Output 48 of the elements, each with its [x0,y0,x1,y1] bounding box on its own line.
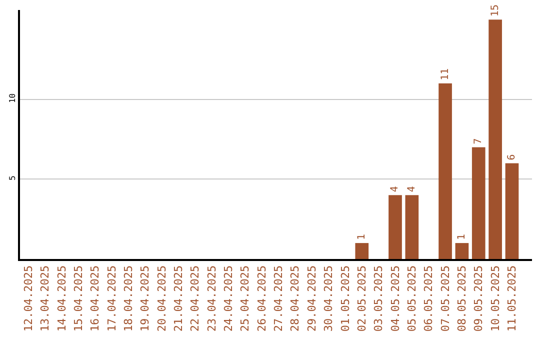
x-tick-label: 11.05.2025 [506,265,519,332]
x-tick-label: 09.05.2025 [472,265,486,332]
data-label: 6 [506,154,518,160]
x-tick-label: 18.04.2025 [122,265,135,332]
bar [355,243,369,259]
x-tick-label: 24.04.2025 [222,265,236,332]
data-label: 11 [440,68,451,80]
x-tick-label: 26.04.2025 [255,265,268,332]
data-label: 4 [390,186,401,192]
data-label: 1 [356,234,368,240]
x-tick-label: 07.05.2025 [438,265,452,332]
bar [488,20,502,259]
bar [438,83,452,259]
bar [405,195,419,259]
x-tick-label: 21.04.2025 [172,265,186,332]
x-tick-label: 28.04.2025 [288,265,302,332]
x-tick-label: 05.05.2025 [405,265,418,332]
x-tick-label: 23.04.2025 [205,265,218,332]
data-label: 1 [456,234,468,240]
x-tick-label: 16.04.2025 [88,265,102,332]
x-tick-label: 08.05.2025 [456,265,469,332]
x-tick-label: 03.05.2025 [372,265,386,332]
x-tick-label: 10.05.2025 [488,265,502,332]
x-tick-label: 04.05.2025 [388,265,402,332]
bar [388,195,402,259]
y-tick-label: 5 [8,175,17,180]
bar [505,163,519,259]
x-tick-label: 01.05.2025 [338,265,352,332]
x-tick-label: 14.04.2025 [55,265,68,332]
bar [455,243,469,259]
x-tick-label: 19.04.2025 [138,265,152,332]
data-label: 4 [406,186,418,192]
bar [472,147,486,259]
y-tick-label: 10 [8,93,17,103]
x-tick-label: 12.04.2025 [22,265,35,332]
x-tick-label: 13.04.2025 [38,265,52,332]
x-tick-label: 22.04.2025 [188,265,202,332]
x-tick-label: 06.05.2025 [422,265,436,332]
x-tick-label: 27.04.2025 [272,265,286,332]
x-tick-label: 20.04.2025 [155,265,168,332]
x-tick-label: 25.04.2025 [238,265,252,332]
x-tick-label: 30.04.2025 [322,265,336,332]
x-tick-label: 15.04.2025 [72,265,85,332]
data-label: 7 [473,138,484,144]
data-label: 15 [490,4,501,17]
x-tick-label: 17.04.2025 [105,265,118,332]
x-tick-label: 29.04.2025 [305,265,318,332]
x-tick-label: 02.05.2025 [355,265,368,332]
